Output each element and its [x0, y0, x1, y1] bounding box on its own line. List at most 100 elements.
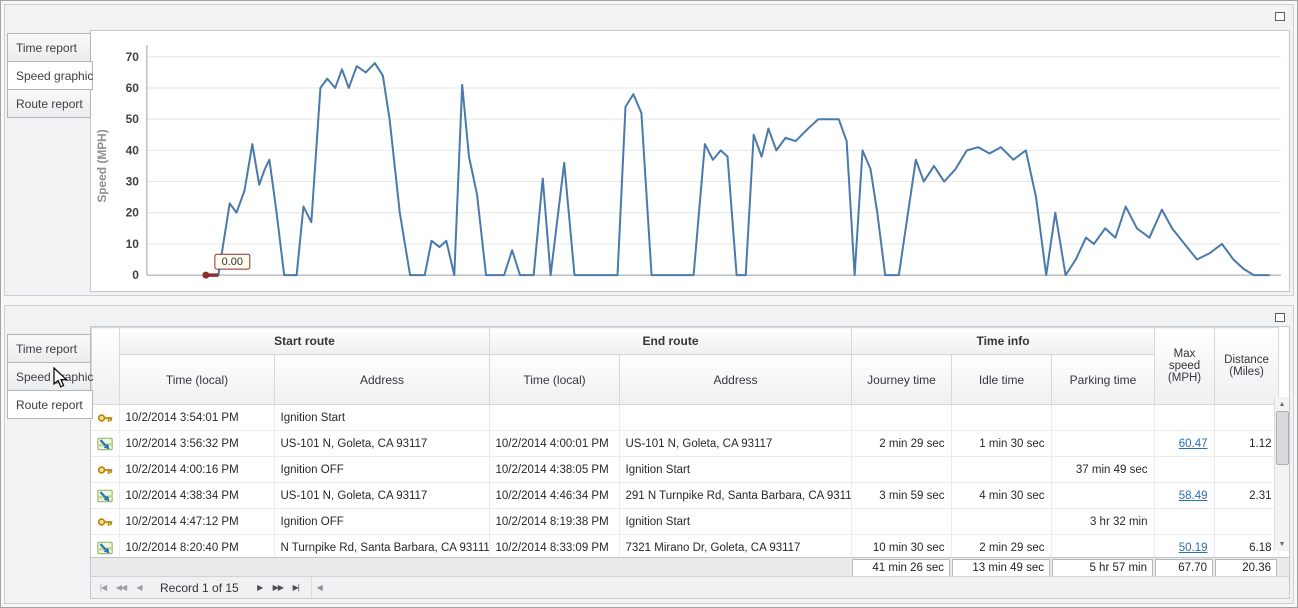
annotation-box [214, 253, 251, 270]
nav-next-page-button[interactable]: ▶▶ [269, 579, 287, 597]
cell-start-address: Ignition OFF [274, 508, 490, 535]
cell-end-address: Ignition Start [619, 456, 852, 483]
band-end-route[interactable]: End route [489, 327, 852, 355]
nav-last-button[interactable]: ▶| [287, 579, 305, 597]
cell-journey-time [851, 405, 952, 431]
speed-series-line [205, 62, 1270, 277]
column-header-distance[interactable]: Distance (Miles) [1214, 327, 1280, 405]
collapse-icon [1275, 312, 1285, 322]
column-header-idle-time[interactable]: Idle time [951, 354, 1052, 405]
speed-graphic-panel: Time report Speed graphic Route report 0 10… [4, 4, 1294, 296]
route-report-grid: Start route End route Time info Max spee… [90, 326, 1290, 599]
tab-route-report[interactable]: Route report [7, 89, 91, 118]
scroll-down-icon[interactable]: ▼ [1278, 540, 1286, 548]
vertical-scrollbar[interactable]: ▲ ▼ [1274, 397, 1289, 551]
max-speed-link[interactable]: 60.47 [1178, 437, 1208, 450]
row-icon-cell [91, 405, 120, 431]
row-icon-cell [91, 508, 120, 535]
cell-max-speed: 60.47 [1154, 430, 1215, 457]
tab-speed-graphic[interactable]: Speed graphic [7, 61, 93, 90]
tab-route-report[interactable]: Route report [7, 390, 93, 419]
table-row[interactable]: 10/2/2014 4:00:16 PM Ignition OFF 10/2/201… [91, 456, 1279, 483]
collapse-bottom-panel-button[interactable] [1272, 310, 1288, 324]
table-row[interactable]: 10/2/2014 3:56:32 PM US-101 N, Goleta, CA… [91, 430, 1279, 457]
column-header-start-address[interactable]: Address [274, 354, 490, 405]
route-icon [96, 488, 114, 503]
nav-first-button[interactable]: |◀ [94, 579, 112, 597]
y-tick-label: 0 [132, 268, 139, 282]
grid-body: 10/2/2014 3:54:01 PM Ignition Start 10/2/2… [91, 405, 1289, 557]
bottom-tabstrip: Time report Speed graphic Route report [7, 334, 93, 419]
cell-end-time: 10/2/2014 4:38:05 PM [489, 456, 620, 483]
key-icon [97, 412, 113, 424]
start-point-marker [202, 271, 210, 279]
hscroll-left-icon[interactable]: ◀ [312, 583, 328, 592]
column-header-end-address[interactable]: Address [619, 354, 852, 405]
column-header-end-time[interactable]: Time (local) [489, 354, 620, 405]
scroll-up-icon[interactable]: ▲ [1278, 400, 1286, 408]
row-icon-cell [91, 456, 120, 483]
column-header-start-time[interactable]: Time (local) [119, 354, 275, 405]
max-speed-link[interactable]: 50.19 [1178, 541, 1208, 554]
cell-start-time: 10/2/2014 3:54:01 PM [119, 405, 275, 431]
nav-next-button[interactable]: ▶ [251, 579, 269, 597]
cell-end-time: 10/2/2014 8:33:09 PM [489, 534, 620, 557]
table-row[interactable]: 10/2/2014 4:38:34 PM US-101 N, Goleta, CA… [91, 482, 1279, 509]
key-icon [97, 516, 113, 528]
cell-distance [1214, 456, 1279, 483]
y-tick-label: 70 [126, 50, 140, 64]
cell-distance [1214, 508, 1279, 535]
band-time-info[interactable]: Time info [850, 327, 1156, 355]
cell-end-time [489, 405, 620, 431]
cell-start-time: 10/2/2014 4:38:34 PM [119, 482, 275, 509]
nav-prev-button[interactable]: ◀ [130, 579, 148, 597]
grid-header: Start route End route Time info Max spee… [91, 327, 1289, 405]
cell-max-speed [1154, 456, 1215, 483]
cell-end-time: 10/2/2014 8:19:38 PM [489, 508, 620, 535]
cell-max-speed [1154, 405, 1215, 431]
cell-start-address: N Turnpike Rd, Santa Barbara, CA 93111 [274, 534, 490, 557]
y-tick-label: 10 [126, 237, 140, 251]
column-header-parking-time[interactable]: Parking time [1050, 354, 1156, 405]
icon-column-header[interactable] [91, 327, 120, 405]
band-start-route[interactable]: Start route [119, 327, 490, 355]
summary-idle-time: 13 min 49 sec [952, 559, 1050, 578]
cell-max-speed [1154, 508, 1215, 535]
tab-time-report[interactable]: Time report [7, 334, 91, 363]
column-header-max-speed[interactable]: Max speed (MPH) [1154, 327, 1216, 405]
max-speed-link[interactable]: 58.49 [1178, 489, 1208, 502]
y-tick-label: 60 [126, 81, 140, 95]
tab-time-report[interactable]: Time report [7, 33, 91, 62]
cell-end-address: 291 N Turnpike Rd, Santa Barbara, CA 931… [619, 482, 852, 509]
table-row[interactable]: 10/2/2014 8:20:40 PM N Turnpike Rd, Santa… [91, 534, 1279, 557]
horizontal-scrollbar[interactable]: ◀ [310, 577, 1289, 598]
cell-parking-time: 37 min 49 sec [1051, 456, 1155, 483]
cell-end-address [619, 405, 852, 431]
tab-speed-graphic[interactable]: Speed graphic [7, 362, 93, 391]
cell-distance: 1.12 [1214, 430, 1279, 457]
nav-prev-page-button[interactable]: ◀◀ [112, 579, 130, 597]
route-report-panel: Time report Speed graphic Route report Sta… [4, 305, 1294, 604]
row-icon-cell [91, 534, 120, 557]
cell-parking-time [1051, 430, 1155, 457]
cell-journey-time [851, 508, 952, 535]
annotation-label: 0.00 [222, 256, 243, 268]
cell-distance [1214, 405, 1279, 431]
cell-distance: 2.31 [1214, 482, 1279, 509]
cell-start-time: 10/2/2014 8:20:40 PM [119, 534, 275, 557]
cell-distance: 6.18 [1214, 534, 1279, 557]
table-row[interactable]: 10/2/2014 4:47:12 PM Ignition OFF 10/2/201… [91, 508, 1279, 535]
cell-journey-time: 3 min 59 sec [851, 482, 952, 509]
column-header-journey-time[interactable]: Journey time [851, 354, 952, 405]
top-tabstrip: Time report Speed graphic Route report [7, 33, 93, 118]
collapse-top-panel-button[interactable] [1272, 9, 1288, 23]
y-tick-label: 40 [126, 143, 140, 157]
cell-idle-time [951, 456, 1052, 483]
cell-start-time: 10/2/2014 4:47:12 PM [119, 508, 275, 535]
y-axis-title: Speed (MPH) [95, 129, 109, 202]
cell-start-address: Ignition OFF [274, 456, 490, 483]
cell-end-time: 10/2/2014 4:00:01 PM [489, 430, 620, 457]
scrollbar-thumb[interactable] [1275, 411, 1289, 465]
table-row[interactable]: 10/2/2014 3:54:01 PM Ignition Start [91, 405, 1279, 431]
